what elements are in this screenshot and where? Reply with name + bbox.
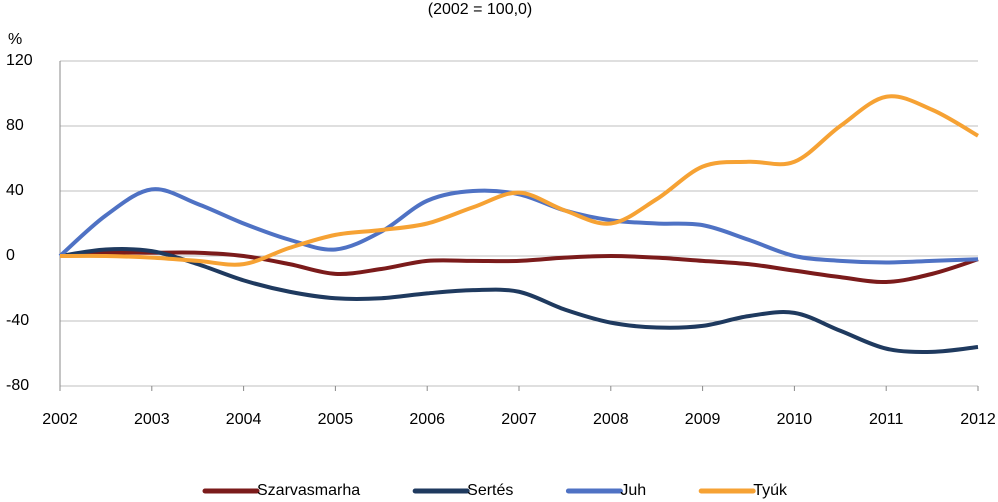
legend-label: Sertés xyxy=(467,482,513,499)
legend-label: Juh xyxy=(620,482,646,499)
y-tick-label: 0 xyxy=(6,247,15,264)
line-series xyxy=(59,247,979,354)
legend-label: Szarvasmarha xyxy=(257,482,360,499)
x-tick-label: 2010 xyxy=(777,411,813,428)
y-tick-label: 80 xyxy=(6,117,24,134)
x-tick-label: 2009 xyxy=(685,411,721,428)
x-tick-label: 2004 xyxy=(226,411,262,428)
y-axis-label: % xyxy=(8,31,22,48)
x-tick-label: 2006 xyxy=(409,411,445,428)
line-series xyxy=(59,94,979,267)
chart-subtitle: (2002 = 100,0) xyxy=(428,1,533,18)
x-tick-label: 2012 xyxy=(960,411,996,428)
legend: Szarvasmarha Sertés Juh Tyúk xyxy=(202,482,788,499)
x-tick-label: 2002 xyxy=(42,411,78,428)
y-tick-label: -40 xyxy=(6,312,29,329)
y-tick-label: 120 xyxy=(6,52,33,69)
y-tick-label: 40 xyxy=(6,182,24,199)
legend-label: Tyúk xyxy=(753,482,788,499)
y-tick-label: -80 xyxy=(6,377,29,394)
line-series xyxy=(59,250,979,285)
x-tick-label: 2008 xyxy=(593,411,629,428)
x-tick-label: 2003 xyxy=(134,411,170,428)
x-tick-label: 2007 xyxy=(501,411,537,428)
x-tick-label: 2005 xyxy=(318,411,354,428)
x-tick-label: 2011 xyxy=(869,411,904,428)
